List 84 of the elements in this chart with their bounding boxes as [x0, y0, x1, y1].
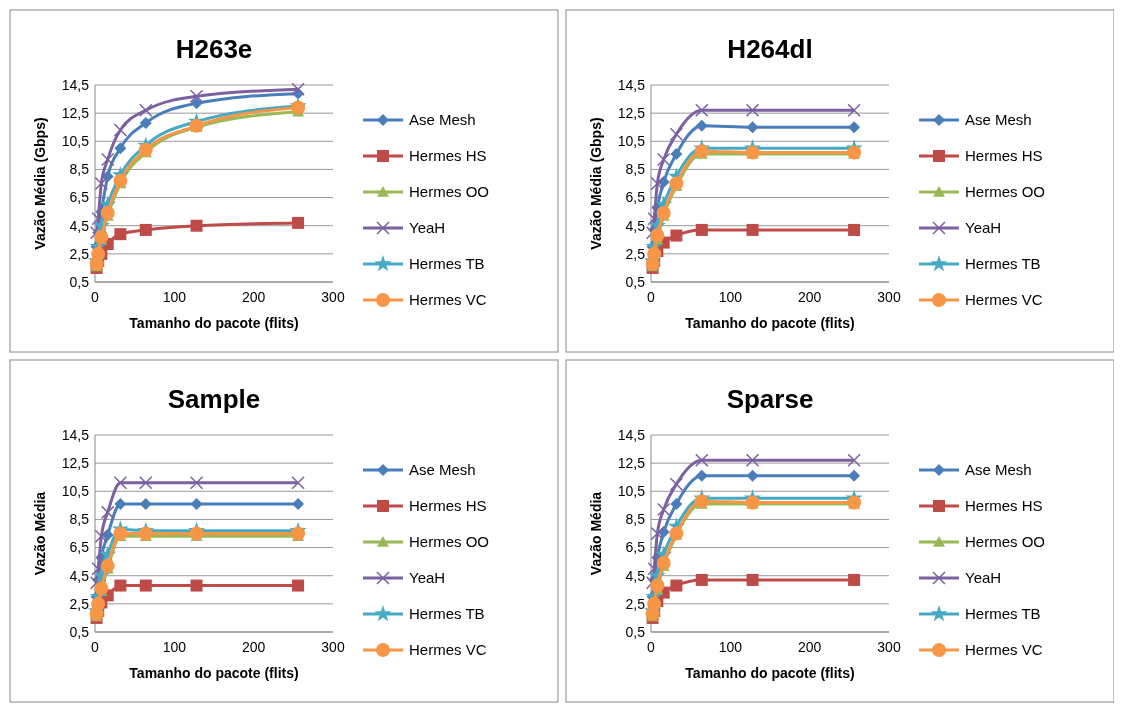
legend-label: Hermes OO	[965, 533, 1046, 551]
chart-title: H263e	[175, 34, 253, 64]
y-tick-label: 2,5	[69, 245, 90, 262]
x-tick-label: 300	[321, 639, 345, 655]
y-tick-label: 14,5	[617, 426, 646, 443]
y-axis-title: Vazão Média (Gbps)	[588, 117, 604, 250]
legend-label: Hermes OO	[409, 183, 490, 201]
x-tick-label: 200	[797, 289, 822, 305]
legend-label: Hermes VC	[965, 641, 1043, 659]
x-tick-label: 0	[91, 639, 100, 655]
chart-title: Sparse	[726, 384, 814, 414]
x-tick-label: 0	[91, 289, 100, 305]
y-tick-label: 14,5	[61, 76, 90, 93]
legend-label: YeaH	[409, 219, 446, 237]
chart-title: Sample	[167, 384, 261, 414]
x-tick-label: 0	[647, 639, 656, 655]
y-tick-label: 10,5	[61, 133, 90, 150]
y-tick-label: 12,5	[617, 105, 646, 122]
legend-label: Ase Mesh	[965, 111, 1032, 129]
x-tick-label: 200	[241, 639, 266, 655]
y-tick-label: 8,5	[625, 511, 646, 528]
y-tick-label: 12,5	[617, 455, 646, 472]
legend-label: YeaH	[965, 219, 1002, 237]
y-tick-label: 4,5	[625, 567, 646, 584]
legend-label: Hermes OO	[965, 183, 1046, 201]
x-tick-label: 100	[162, 289, 187, 305]
x-tick-label: 0	[647, 289, 656, 305]
y-tick-label: 8,5	[69, 511, 90, 528]
y-tick-label: 6,5	[69, 189, 90, 206]
x-tick-label: 200	[241, 289, 266, 305]
legend-label: Ase Mesh	[409, 111, 476, 129]
y-tick-label: 12,5	[61, 455, 90, 472]
x-tick-label: 300	[877, 639, 901, 655]
y-tick-label: 2,5	[625, 245, 646, 262]
y-tick-label: 10,5	[617, 133, 646, 150]
y-tick-label: 2,5	[69, 595, 90, 612]
y-tick-label: 0,5	[625, 273, 646, 290]
x-tick-label: 100	[718, 289, 743, 305]
x-tick-label: 300	[321, 289, 345, 305]
x-tick-label: 200	[797, 639, 822, 655]
legend-label: YeaH	[409, 569, 446, 587]
y-tick-label: 4,5	[625, 217, 646, 234]
legend-label: Hermes VC	[409, 291, 487, 309]
legend-label: Ase Mesh	[409, 461, 476, 479]
y-tick-label: 8,5	[625, 161, 646, 178]
y-tick-label: 10,5	[617, 483, 646, 500]
x-axis-title: Tamanho do pacote (flits)	[129, 315, 299, 331]
y-tick-label: 4,5	[69, 217, 90, 234]
y-tick-label: 14,5	[61, 426, 90, 443]
legend-label: Ase Mesh	[965, 461, 1032, 479]
y-tick-label: 6,5	[625, 189, 646, 206]
y-tick-label: 0,5	[69, 623, 90, 640]
chart-title: H264dl	[727, 34, 813, 64]
legend-label: Hermes VC	[409, 641, 487, 659]
y-tick-label: 6,5	[625, 539, 646, 556]
y-axis-title: Vazão Média	[588, 491, 604, 576]
x-axis-title: Tamanho do pacote (flits)	[129, 665, 299, 681]
legend-label: Hermes HS	[409, 497, 487, 515]
y-tick-label: 8,5	[69, 161, 90, 178]
y-tick-label: 0,5	[69, 273, 90, 290]
legend-label: Hermes HS	[965, 147, 1043, 165]
y-tick-label: 4,5	[69, 567, 90, 584]
legend-label: Hermes TB	[409, 605, 485, 623]
x-axis-title: Tamanho do pacote (flits)	[685, 315, 855, 331]
x-tick-label: 100	[718, 639, 743, 655]
y-tick-label: 10,5	[61, 483, 90, 500]
x-tick-label: 300	[877, 289, 901, 305]
legend-label: Hermes HS	[965, 497, 1043, 515]
x-tick-label: 100	[162, 639, 187, 655]
legend-label: YeaH	[965, 569, 1002, 587]
legend-label: Hermes OO	[409, 533, 490, 551]
x-axis-title: Tamanho do pacote (flits)	[685, 665, 855, 681]
y-axis-title: Vazão Média (Gbps)	[32, 117, 48, 250]
y-tick-label: 14,5	[617, 76, 646, 93]
y-tick-label: 12,5	[61, 105, 90, 122]
y-tick-label: 2,5	[625, 595, 646, 612]
legend-label: Hermes TB	[409, 255, 485, 273]
legend-label: Hermes TB	[965, 605, 1041, 623]
legend-label: Hermes TB	[965, 255, 1041, 273]
y-axis-title: Vazão Média	[32, 491, 48, 576]
legend-label: Hermes HS	[409, 147, 487, 165]
y-tick-label: 0,5	[625, 623, 646, 640]
y-tick-label: 6,5	[69, 539, 90, 556]
legend-label: Hermes VC	[965, 291, 1043, 309]
